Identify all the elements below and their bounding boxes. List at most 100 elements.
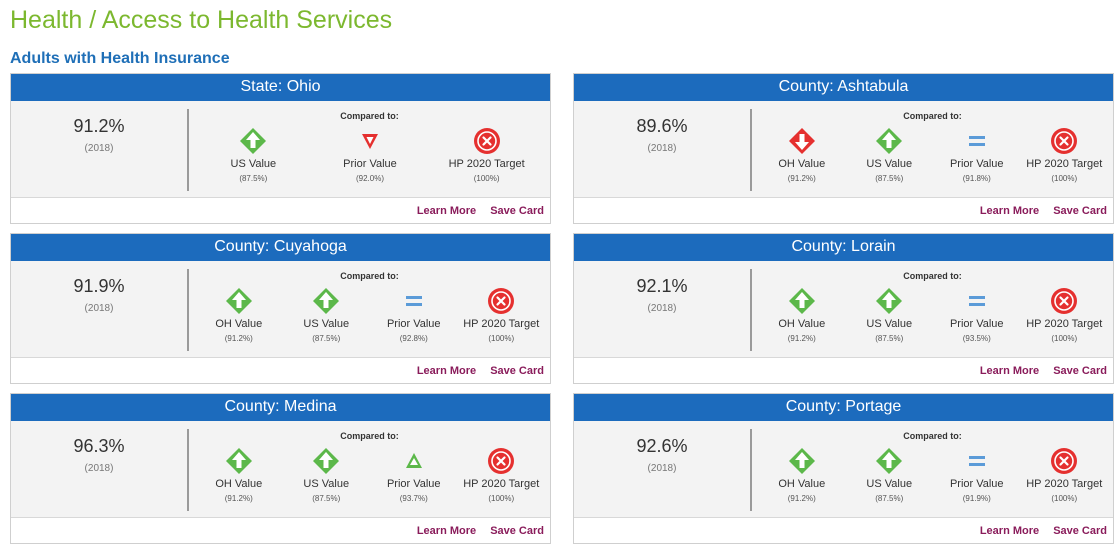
footer-links: Learn More Save Card [406,525,544,537]
comparison-label: HP 2020 Target [448,158,525,170]
card-body: 91.9% (2018) Compared to: OH Value (91.2… [11,261,550,358]
comparison-item: Prior Value (92.0%) [327,127,413,183]
card-footer: Learn More Save Card [11,518,550,543]
save-card-link[interactable]: Save Card [1053,205,1107,217]
value-block: 92.6% (2018) [574,421,750,474]
comparison-label: OH Value [778,158,826,170]
up-green-diamond-icon [210,127,296,155]
learn-more-link[interactable]: Learn More [979,525,1040,537]
comparison-item: HP 2020 Target (100%) [458,447,544,503]
up-green-diamond-icon [196,447,282,475]
indicator-value: 89.6% [636,116,688,136]
comparison-list: OH Value (91.2%) US Value (87.5%) Prior … [195,287,545,343]
comparison-item: US Value (87.5%) [846,287,932,343]
save-card-link[interactable]: Save Card [1053,525,1107,537]
learn-more-link[interactable]: Learn More [979,365,1040,377]
comparison-item: OH Value (91.2%) [759,287,845,343]
comparison-item: Prior Value (93.5%) [934,287,1020,343]
save-card-link[interactable]: Save Card [490,365,544,377]
card-title: County: Cuyahoga [11,234,550,261]
comparison-label: HP 2020 Target [1026,318,1103,330]
up-green-diamond-icon [283,447,369,475]
comparison-label: Prior Value [949,158,1004,170]
comparison-label: Prior Value [386,478,441,490]
red-x-circle-icon [1021,127,1107,155]
comparison-value: (100%) [488,494,515,503]
down-red-diamond-icon [759,127,845,155]
comparison-value: (93.7%) [399,494,428,503]
comparison-label: HP 2020 Target [463,478,540,490]
card-body: 96.3% (2018) Compared to: OH Value (91.2… [11,421,550,518]
up-green-diamond-icon [283,287,369,315]
card-footer: Learn More Save Card [574,358,1113,383]
card-body: 89.6% (2018) Compared to: OH Value (91.2… [574,101,1113,198]
red-x-circle-icon [1021,447,1107,475]
comparison-item: OH Value (91.2%) [196,447,282,503]
comparison-item: Prior Value (92.8%) [371,287,457,343]
divider [187,269,189,351]
indicator-value: 91.9% [73,276,125,296]
comparison-item: HP 2020 Target (100%) [1021,287,1107,343]
save-card-link[interactable]: Save Card [1053,365,1107,377]
comparison-list: OH Value (91.2%) US Value (87.5%) Prior … [758,287,1108,343]
up-green-diamond-icon [846,127,932,155]
comparison-value: (87.5%) [875,334,904,343]
indicator-year: (2018) [84,143,114,154]
equal-blue-icon [934,287,1020,315]
equal-blue-icon [934,447,1020,475]
value-block: 91.2% (2018) [11,101,187,154]
indicator-card: County: Portage 92.6% (2018) Compared to… [573,393,1114,544]
page-title: Health / Access to Health Services [10,6,393,34]
up-green-diamond-icon [759,447,845,475]
learn-more-link[interactable]: Learn More [416,205,477,217]
red-x-circle-icon [444,127,530,155]
card-footer: Learn More Save Card [11,358,550,383]
comparison-label: Prior Value [386,318,441,330]
comparison-value: (93.5%) [962,334,991,343]
comparison-value: (91.2%) [787,494,816,503]
indicator-year: (2018) [84,303,114,314]
indicator-card: State: Ohio 91.2% (2018) Compared to: US… [10,73,551,224]
comparison-item: Prior Value (93.7%) [371,447,457,503]
value-block: 91.9% (2018) [11,261,187,314]
indicator-card: County: Ashtabula 89.6% (2018) Compared … [573,73,1114,224]
learn-more-link[interactable]: Learn More [979,205,1040,217]
comparison-label: US Value [866,478,913,490]
comparison-value: (91.2%) [224,334,253,343]
comparison-value: (92.8%) [399,334,428,343]
up-green-diamond-icon [759,287,845,315]
indicator-card: County: Medina 96.3% (2018) Compared to:… [10,393,551,544]
up-green-diamond-icon [196,287,282,315]
comparison-item: OH Value (91.2%) [759,447,845,503]
down-red-triangle-icon [327,127,413,155]
learn-more-link[interactable]: Learn More [416,365,477,377]
indicator-year: (2018) [647,143,677,154]
comparison-label: Prior Value [949,478,1004,490]
up-green-triangle-icon [371,447,457,475]
card-grid: State: Ohio 91.2% (2018) Compared to: US… [10,73,1114,544]
indicator-card: County: Cuyahoga 91.9% (2018) Compared t… [10,233,551,384]
comparison-label: HP 2020 Target [463,318,540,330]
comparison-value: (91.8%) [962,174,991,183]
comparison-item: HP 2020 Target (100%) [458,287,544,343]
divider [750,109,752,191]
compared-to-label: Compared to: [903,111,962,121]
save-card-link[interactable]: Save Card [490,525,544,537]
save-card-link[interactable]: Save Card [490,205,544,217]
comparison-item: Prior Value (91.8%) [934,127,1020,183]
compared-to-label: Compared to: [903,271,962,281]
divider [750,269,752,351]
footer-links: Learn More Save Card [969,205,1107,217]
learn-more-link[interactable]: Learn More [416,525,477,537]
comparison-item: OH Value (91.2%) [196,287,282,343]
comparison-label: OH Value [778,478,826,490]
comparison-item: HP 2020 Target (100%) [1021,447,1107,503]
indicator-year: (2018) [647,463,677,474]
card-title: County: Ashtabula [574,74,1113,101]
comparison-item: OH Value (91.2%) [759,127,845,183]
comparison-item: US Value (87.5%) [283,447,369,503]
comparison-item: US Value (87.5%) [846,447,932,503]
comparison-value: (100%) [1051,174,1078,183]
comparison-label: US Value [866,318,913,330]
comparison-value: (91.2%) [787,174,816,183]
